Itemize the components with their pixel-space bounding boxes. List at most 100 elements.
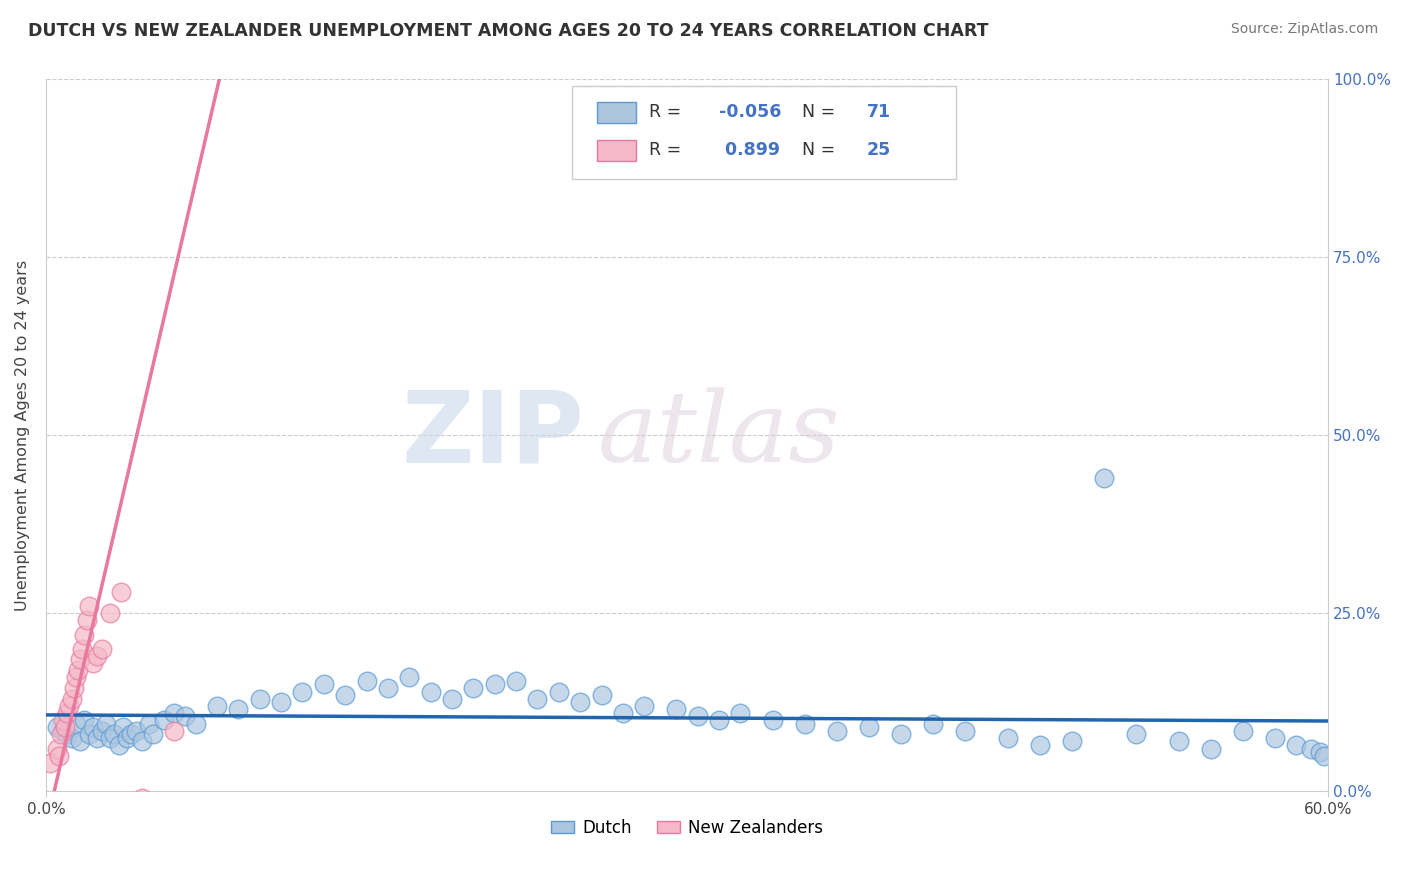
Point	[131, 734, 153, 748]
Point	[921, 716, 943, 731]
Point	[45, 741, 67, 756]
Point	[82, 656, 104, 670]
Point	[131, 791, 153, 805]
FancyBboxPatch shape	[598, 102, 636, 123]
Point	[398, 670, 420, 684]
Text: 71: 71	[866, 103, 890, 121]
Point	[419, 684, 441, 698]
Point	[1028, 738, 1050, 752]
Point	[90, 641, 112, 656]
Point	[730, 706, 752, 720]
Point	[77, 599, 100, 613]
Text: ZIP: ZIP	[402, 386, 585, 483]
Point	[184, 716, 207, 731]
Point	[463, 681, 485, 695]
Point	[86, 731, 108, 745]
Point	[52, 723, 75, 738]
Text: R =: R =	[648, 141, 686, 159]
Point	[62, 681, 84, 695]
Point	[612, 706, 634, 720]
Point	[356, 673, 378, 688]
Point	[138, 716, 160, 731]
Point	[270, 695, 292, 709]
Point	[56, 727, 79, 741]
FancyBboxPatch shape	[598, 139, 636, 161]
Point	[56, 706, 79, 720]
Point	[58, 698, 80, 713]
Point	[66, 663, 89, 677]
Point	[291, 684, 314, 698]
Point	[312, 677, 335, 691]
Point	[53, 720, 76, 734]
Point	[1285, 738, 1308, 752]
Point	[707, 713, 730, 727]
Point	[440, 691, 463, 706]
Point	[65, 670, 87, 684]
Text: N =: N =	[803, 141, 841, 159]
Point	[1309, 745, 1331, 759]
Point	[505, 673, 527, 688]
Point	[69, 734, 91, 748]
Point	[1299, 741, 1322, 756]
Point	[90, 723, 112, 738]
Point	[73, 713, 96, 727]
Point	[163, 706, 186, 720]
Text: atlas: atlas	[598, 387, 839, 483]
Point	[953, 723, 976, 738]
Point	[65, 716, 87, 731]
Point	[39, 756, 62, 770]
Point	[569, 695, 592, 709]
Text: 25: 25	[866, 141, 891, 159]
Point	[249, 691, 271, 706]
Point	[60, 731, 83, 745]
Point	[686, 709, 709, 723]
Point	[173, 709, 195, 723]
Point	[377, 681, 399, 695]
Point	[997, 731, 1019, 745]
Point	[98, 606, 121, 620]
Point	[890, 727, 912, 741]
Point	[1199, 741, 1222, 756]
Text: Source: ZipAtlas.com: Source: ZipAtlas.com	[1230, 22, 1378, 37]
Point	[858, 720, 880, 734]
Point	[163, 723, 186, 738]
Point	[49, 727, 72, 741]
Text: DUTCH VS NEW ZEALANDER UNEMPLOYMENT AMONG AGES 20 TO 24 YEARS CORRELATION CHART: DUTCH VS NEW ZEALANDER UNEMPLOYMENT AMON…	[28, 22, 988, 40]
Point	[761, 713, 783, 727]
Point	[98, 731, 121, 745]
Point	[44, 798, 66, 813]
Point	[484, 677, 506, 691]
Point	[120, 727, 142, 741]
Point	[333, 688, 356, 702]
Point	[591, 688, 613, 702]
Point	[142, 727, 165, 741]
Text: -0.056: -0.056	[718, 103, 782, 121]
Point	[60, 691, 83, 706]
Point	[1060, 734, 1083, 748]
Point	[1125, 727, 1147, 741]
Point	[1092, 471, 1115, 485]
Point	[94, 716, 117, 731]
Text: 0.899: 0.899	[718, 141, 780, 159]
Point	[48, 748, 70, 763]
Point	[76, 613, 98, 627]
FancyBboxPatch shape	[572, 87, 956, 178]
Point	[665, 702, 688, 716]
Point	[110, 584, 132, 599]
Point	[1167, 734, 1189, 748]
Point	[1264, 731, 1286, 745]
Legend: Dutch, New Zealanders: Dutch, New Zealanders	[544, 812, 830, 844]
Point	[115, 731, 138, 745]
Point	[82, 720, 104, 734]
Point	[1313, 748, 1336, 763]
Point	[125, 723, 148, 738]
Point	[226, 702, 249, 716]
Point	[86, 648, 108, 663]
Point	[111, 720, 134, 734]
Point	[633, 698, 655, 713]
Point	[72, 641, 94, 656]
Point	[69, 652, 91, 666]
Point	[205, 698, 228, 713]
Point	[77, 727, 100, 741]
Point	[152, 713, 174, 727]
